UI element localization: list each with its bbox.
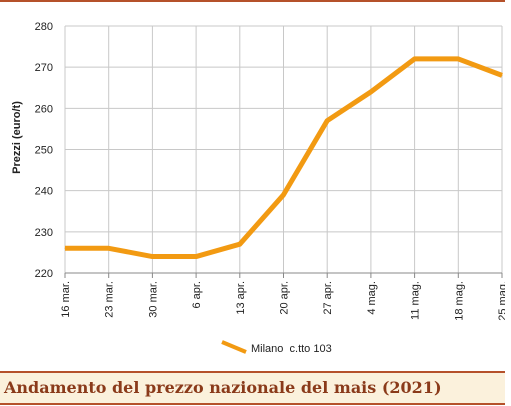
y-tick-label: 240 [35,186,53,198]
x-tick-label: 25 mag. [497,281,505,321]
series-group [64,56,503,260]
caption-top-rule [0,371,505,373]
y-tick-label: 230 [35,227,53,239]
y-axis-ticks: 220 230 240 250 260 270 280 [35,21,53,280]
x-tick-label: 30 mar. [147,281,159,318]
data-point [64,247,66,249]
data-point [501,74,503,76]
data-point [283,194,284,196]
x-tick-label: 20 apr. [279,281,291,315]
chart-caption: Andamento del prezzo nazionale del mais … [0,373,505,403]
y-tick-label: 260 [35,103,53,115]
legend-label: Milano c.tto 103 [251,343,332,355]
y-tick-label: 250 [35,145,53,157]
data-point [326,120,328,122]
legend-swatch [221,340,247,354]
y-tick-label: 280 [35,21,53,33]
data-point [195,256,197,258]
legend: Milano c.tto 103 [221,340,332,355]
top-rule [0,0,505,2]
y-tick-label: 220 [35,268,53,280]
x-tick-label: 23 mar. [104,281,116,318]
x-tick-label: 6 apr. [191,281,203,309]
x-tick-label: 18 mag. [453,281,465,321]
x-axis-ticks: 16 mar. 23 mar. 30 mar. 6 apr. 13 apr. 20 apr… [60,273,505,321]
y-tick-label: 270 [35,62,53,74]
x-tick-label: 4 mag. [366,281,378,315]
caption-bottom-rule [0,403,505,405]
line-chart: 220 230 240 250 260 270 280 16 mar. 23 mar. 30 m… [11,21,505,355]
x-tick-label: 13 apr. [235,281,247,315]
x-tick-label: 16 mar. [60,281,72,318]
data-point [151,256,153,258]
data-point [108,247,110,249]
data-point [239,243,241,245]
data-point [370,91,372,93]
data-point [457,58,459,60]
y-axis-label: Prezzi (euro/t) [11,101,23,174]
x-tick-label: 11 mag. [410,281,422,320]
data-point [414,58,416,60]
x-tick-label: 27 apr. [322,281,334,315]
grid-lines [64,25,503,273]
